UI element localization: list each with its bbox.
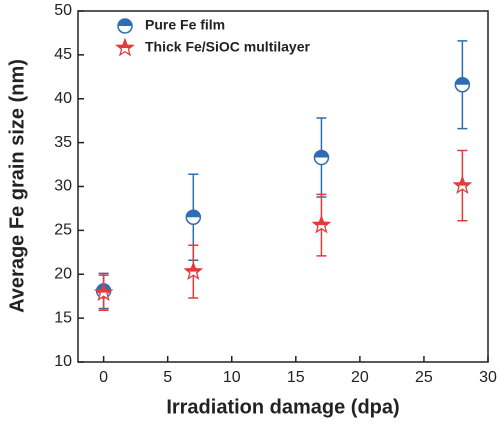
y-tick-label: 20 [54, 265, 72, 282]
y-tick-label: 45 [54, 46, 72, 63]
marker-fill [455, 77, 470, 85]
x-axis-label: Irradiation damage (dpa) [166, 396, 399, 418]
marker-fill [186, 210, 201, 218]
y-tick-label: 10 [54, 353, 72, 370]
legend-label: Pure Fe film [145, 17, 225, 33]
x-tick-label: 15 [287, 369, 305, 386]
x-tick-label: 0 [99, 369, 108, 386]
legend-label: Thick Fe/SiOC multilayer [145, 39, 310, 55]
y-tick-label: 40 [54, 90, 72, 107]
marker-fill [314, 150, 329, 158]
y-tick-label: 30 [54, 178, 72, 195]
x-tick-label: 10 [223, 369, 241, 386]
data-point [313, 149, 330, 166]
data-point [452, 175, 473, 194]
y-tick-label: 25 [54, 222, 72, 239]
marker-fill [118, 19, 132, 26]
x-tick-label: 25 [415, 369, 433, 386]
marker-fill [116, 39, 134, 48]
y-axis-label: Average Fe grain size (nm) [6, 59, 28, 313]
marker-fill [454, 177, 471, 186]
y-tick-label: 50 [54, 2, 72, 19]
y-tick-label: 15 [54, 309, 72, 326]
marker-fill [313, 216, 330, 226]
legend-marker [115, 37, 135, 57]
data-point [185, 209, 202, 225]
data-point [183, 261, 204, 280]
legend-marker [117, 18, 133, 34]
plot-frame [77, 10, 489, 363]
data-point [311, 214, 332, 234]
x-tick-label: 5 [163, 369, 172, 386]
data-point [454, 76, 471, 93]
marker-fill [185, 263, 202, 272]
y-tick-label: 35 [54, 134, 72, 151]
x-tick-label: 30 [479, 369, 497, 386]
data-point [93, 282, 114, 302]
marker-fill [95, 284, 112, 293]
x-tick-label: 20 [351, 369, 369, 386]
